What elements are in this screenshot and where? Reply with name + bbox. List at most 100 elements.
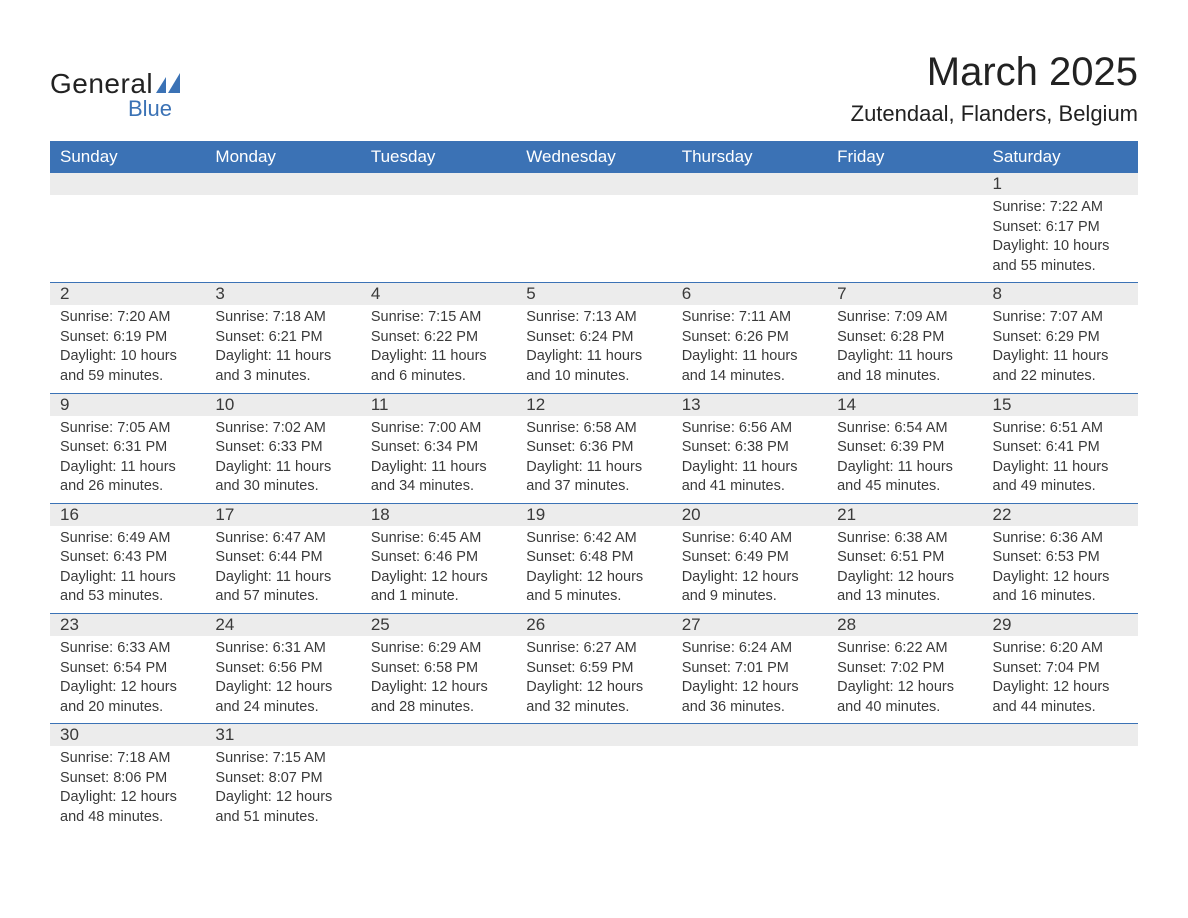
- daylight-label: Daylight:: [993, 348, 1049, 364]
- daylight-line: Daylight: 12 hours and 9 minutes.: [682, 568, 817, 607]
- day-content: Sunrise: 6:58 AMSunset: 6:36 PMDaylight:…: [516, 416, 671, 503]
- daylight-label: Daylight:: [993, 679, 1049, 695]
- calendar-day-cell: 5Sunrise: 7:13 AMSunset: 6:24 PMDaylight…: [516, 283, 671, 393]
- calendar-day-cell: [50, 173, 205, 283]
- day-content: Sunrise: 7:02 AMSunset: 6:33 PMDaylight:…: [205, 416, 360, 503]
- sunset-value: 6:19 PM: [113, 329, 167, 345]
- sunset-label: Sunset:: [682, 439, 731, 455]
- sunset-value: 6:43 PM: [113, 549, 167, 565]
- daylight-line: Daylight: 11 hours and 53 minutes.: [60, 568, 195, 607]
- sunrise-label: Sunrise:: [993, 420, 1046, 436]
- day-content: Sunrise: 7:05 AMSunset: 6:31 PMDaylight:…: [50, 416, 205, 503]
- day-number: 28: [827, 614, 982, 636]
- day-number-bar: [983, 724, 1138, 746]
- sunrise-line: Sunrise: 6:31 AM: [215, 639, 350, 659]
- day-number: 1: [983, 173, 1138, 195]
- sunrise-value: 6:47 AM: [273, 530, 326, 546]
- sunset-label: Sunset:: [993, 219, 1042, 235]
- sunset-label: Sunset:: [526, 439, 575, 455]
- day-number: 14: [827, 394, 982, 416]
- calendar-day-cell: 27Sunrise: 6:24 AMSunset: 7:01 PMDayligh…: [672, 614, 827, 724]
- sunset-label: Sunset:: [993, 439, 1042, 455]
- day-number: 17: [205, 504, 360, 526]
- sunset-value: 6:31 PM: [113, 439, 167, 455]
- day-number: 8: [983, 283, 1138, 305]
- day-number: 11: [361, 394, 516, 416]
- calendar-day-cell: [827, 724, 982, 834]
- sunset-label: Sunset:: [371, 439, 420, 455]
- sunrise-line: Sunrise: 7:20 AM: [60, 308, 195, 328]
- sunset-value: 6:54 PM: [113, 660, 167, 676]
- calendar-day-cell: 19Sunrise: 6:42 AMSunset: 6:48 PMDayligh…: [516, 503, 671, 613]
- day-content: Sunrise: 6:33 AMSunset: 6:54 PMDaylight:…: [50, 636, 205, 723]
- calendar-day-cell: 29Sunrise: 6:20 AMSunset: 7:04 PMDayligh…: [983, 614, 1138, 724]
- day-content: Sunrise: 7:00 AMSunset: 6:34 PMDaylight:…: [361, 416, 516, 503]
- day-number: 12: [516, 394, 671, 416]
- sunrise-label: Sunrise:: [993, 309, 1046, 325]
- logo: General Blue: [50, 68, 180, 122]
- daylight-label: Daylight:: [215, 569, 271, 585]
- calendar-day-cell: 1Sunrise: 7:22 AMSunset: 6:17 PMDaylight…: [983, 173, 1138, 283]
- calendar-day-cell: [672, 724, 827, 834]
- sunset-label: Sunset:: [215, 329, 264, 345]
- day-number: 30: [50, 724, 205, 746]
- sunrise-value: 7:07 AM: [1050, 309, 1103, 325]
- calendar-day-cell: [827, 173, 982, 283]
- sunrise-label: Sunrise:: [682, 640, 735, 656]
- sunset-value: 6:38 PM: [735, 439, 789, 455]
- sunrise-line: Sunrise: 7:13 AM: [526, 308, 661, 328]
- day-content: Sunrise: 7:11 AMSunset: 6:26 PMDaylight:…: [672, 305, 827, 392]
- calendar-day-cell: [361, 173, 516, 283]
- sunset-label: Sunset:: [682, 549, 731, 565]
- sunrise-line: Sunrise: 6:22 AM: [837, 639, 972, 659]
- sunrise-value: 7:09 AM: [894, 309, 947, 325]
- sunrise-label: Sunrise:: [837, 309, 890, 325]
- day-number-bar: [50, 173, 205, 195]
- daylight-line: Daylight: 11 hours and 6 minutes.: [371, 347, 506, 386]
- sunset-line: Sunset: 6:59 PM: [526, 659, 661, 679]
- day-content: Sunrise: 6:40 AMSunset: 6:49 PMDaylight:…: [672, 526, 827, 613]
- daylight-line: Daylight: 11 hours and 30 minutes.: [215, 458, 350, 497]
- day-content: Sunrise: 7:13 AMSunset: 6:24 PMDaylight:…: [516, 305, 671, 392]
- sunrise-line: Sunrise: 7:07 AM: [993, 308, 1128, 328]
- sunset-label: Sunset:: [682, 329, 731, 345]
- daylight-label: Daylight:: [526, 679, 582, 695]
- sunset-line: Sunset: 6:39 PM: [837, 438, 972, 458]
- sunset-line: Sunset: 7:04 PM: [993, 659, 1128, 679]
- day-number: 31: [205, 724, 360, 746]
- daylight-line: Daylight: 12 hours and 48 minutes.: [60, 788, 195, 827]
- sunset-label: Sunset:: [215, 439, 264, 455]
- daylight-label: Daylight:: [526, 569, 582, 585]
- daylight-line: Daylight: 11 hours and 22 minutes.: [993, 347, 1128, 386]
- daylight-line: Daylight: 11 hours and 57 minutes.: [215, 568, 350, 607]
- sunset-value: 7:04 PM: [1046, 660, 1100, 676]
- sunrise-value: 7:18 AM: [117, 750, 170, 766]
- sunset-line: Sunset: 6:38 PM: [682, 438, 817, 458]
- day-number: 5: [516, 283, 671, 305]
- day-content: Sunrise: 7:22 AMSunset: 6:17 PMDaylight:…: [983, 195, 1138, 282]
- sunrise-label: Sunrise:: [837, 640, 890, 656]
- day-content: Sunrise: 6:45 AMSunset: 6:46 PMDaylight:…: [361, 526, 516, 613]
- sunset-label: Sunset:: [60, 329, 109, 345]
- daylight-line: Daylight: 12 hours and 20 minutes.: [60, 678, 195, 717]
- daylight-label: Daylight:: [837, 679, 893, 695]
- sunset-label: Sunset:: [371, 329, 420, 345]
- sunrise-line: Sunrise: 6:24 AM: [682, 639, 817, 659]
- sunrise-line: Sunrise: 6:29 AM: [371, 639, 506, 659]
- sunset-value: 6:33 PM: [269, 439, 323, 455]
- sunset-label: Sunset:: [993, 329, 1042, 345]
- sunrise-line: Sunrise: 7:15 AM: [215, 749, 350, 769]
- day-content: [361, 746, 516, 816]
- day-number: 7: [827, 283, 982, 305]
- sunset-label: Sunset:: [837, 549, 886, 565]
- sunset-value: 8:06 PM: [113, 770, 167, 786]
- day-content: [516, 195, 671, 265]
- daylight-line: Daylight: 12 hours and 32 minutes.: [526, 678, 661, 717]
- calendar-day-cell: 9Sunrise: 7:05 AMSunset: 6:31 PMDaylight…: [50, 393, 205, 503]
- daylight-label: Daylight:: [371, 348, 427, 364]
- sunrise-value: 6:40 AM: [739, 530, 792, 546]
- sunrise-label: Sunrise:: [371, 420, 424, 436]
- day-content: [672, 195, 827, 265]
- sunset-label: Sunset:: [60, 439, 109, 455]
- day-number-bar: [361, 173, 516, 195]
